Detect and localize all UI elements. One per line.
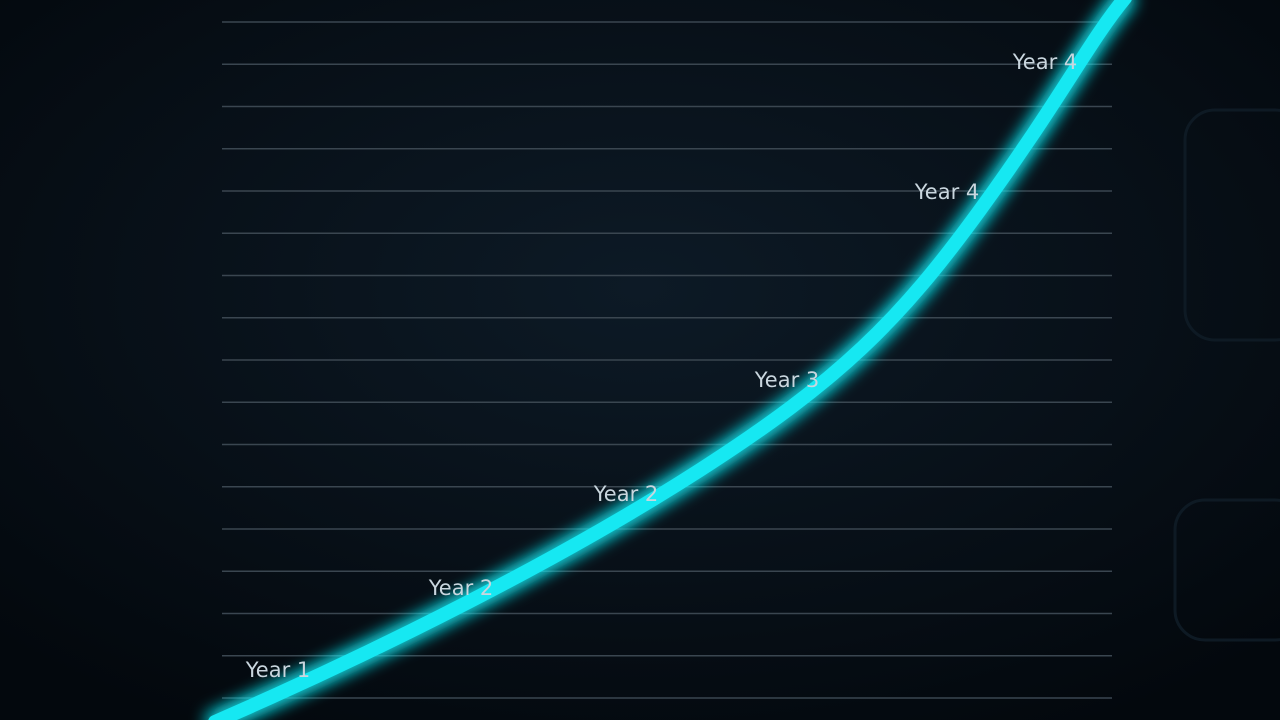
year-label: Year 2 bbox=[428, 576, 494, 600]
year-label: Year 2 bbox=[593, 482, 659, 506]
year-label: Year 4 bbox=[914, 180, 980, 204]
labels: Year 1 Year 2 Year 2 Year 3 Year 4 Year 4 bbox=[245, 50, 1078, 682]
decor-frame bbox=[1183, 108, 1280, 342]
grid bbox=[222, 21, 1112, 699]
year-label: Year 1 bbox=[245, 658, 311, 682]
year-label: Year 4 bbox=[1012, 50, 1078, 74]
decor-frame bbox=[1173, 498, 1280, 642]
year-label: Year 3 bbox=[754, 368, 820, 392]
growth-curve bbox=[208, 0, 1132, 720]
